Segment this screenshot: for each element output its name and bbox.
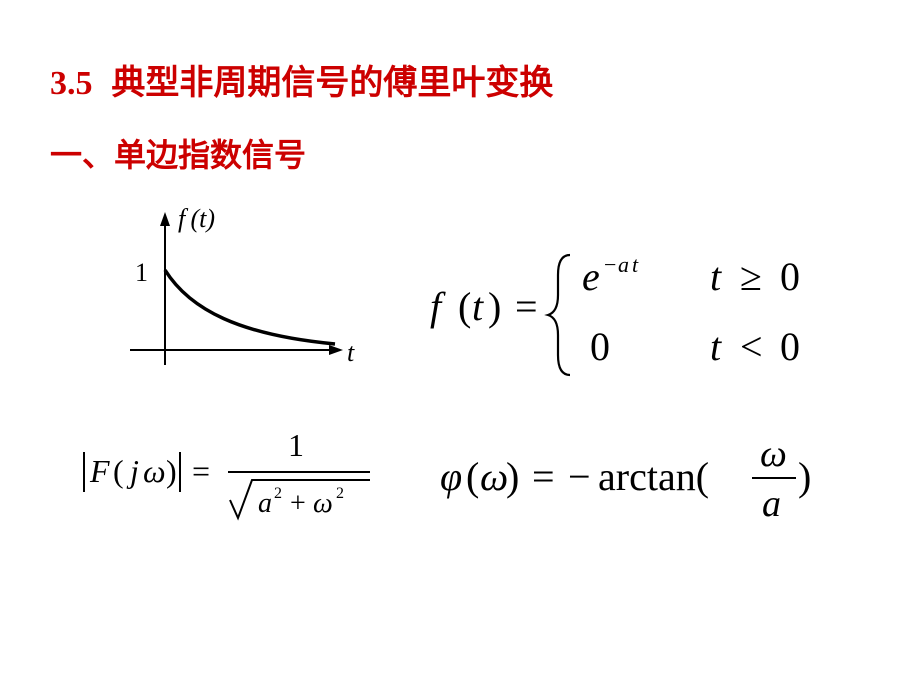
eq-phi: φ: [440, 454, 462, 499]
equation-definition: f ( t ) = e − a t t ≥ 0 0 t < 0: [430, 240, 870, 400]
section-title: 3.5 典型非周期信号的傅里叶变换: [50, 55, 553, 104]
section-number: 3.5: [50, 65, 93, 102]
equation-magnitude-svg: F ( j ω ) = 1 a 2 + ω 2: [80, 420, 380, 530]
eq-frac-a: a: [762, 483, 781, 525]
eq-t: t: [472, 284, 484, 329]
section-title-text: 典型非周期信号的傅里叶变换: [111, 64, 553, 102]
eq-equals: =: [515, 284, 538, 329]
eq-j: j: [126, 453, 139, 489]
eq-close-paren4: ): [798, 454, 811, 499]
y-axis-arrow-icon: [160, 212, 170, 226]
eq-minus: −: [568, 454, 591, 499]
eq-e: e: [582, 254, 600, 299]
eq-omega: ω: [143, 453, 166, 489]
eq-case2-expr: 0: [590, 324, 610, 369]
equation-magnitude: F ( j ω ) = 1 a 2 + ω 2: [80, 420, 380, 538]
eq-equals3: =: [532, 454, 555, 499]
eq-cond1-val: 0: [780, 254, 800, 299]
subsection-title: 一、单边指数信号: [50, 130, 306, 176]
decay-curve: [165, 270, 335, 344]
graph-x-label: t: [347, 338, 354, 368]
equation-phase: φ ( ω ) = − arctan( ω a ): [440, 430, 860, 540]
eq-cond1-rel: ≥: [740, 254, 762, 299]
eq-cond2-val: 0: [780, 324, 800, 369]
subsection-title-text: 一、单边指数信号: [50, 137, 306, 173]
eq-cond1-t: t: [710, 254, 722, 299]
equation-definition-svg: f ( t ) = e − a t t ≥ 0 0 t < 0: [430, 240, 870, 390]
eq-exp-minus: −: [604, 252, 616, 277]
eq-a: a: [258, 488, 272, 519]
eq-arctan: arctan(: [598, 454, 709, 499]
eq-open-paren: (: [458, 284, 471, 329]
eq-equals2: =: [192, 453, 210, 489]
eq-omega2: ω: [313, 488, 333, 519]
graph-y-label: f (t): [178, 204, 215, 234]
eq-frac-omega: ω: [760, 433, 787, 475]
exponential-decay-graph: [110, 200, 370, 380]
brace-icon: [548, 255, 570, 375]
eq-plus: +: [290, 488, 306, 519]
eq-close-paren2: ): [166, 453, 177, 489]
x-axis-arrow-icon: [329, 345, 343, 355]
eq-numerator: 1: [288, 427, 304, 463]
eq-cond2-t: t: [710, 324, 722, 369]
eq-omega-exp: 2: [336, 485, 344, 502]
eq-exp-a: a: [618, 252, 629, 277]
equation-phase-svg: φ ( ω ) = − arctan( ω a ): [440, 430, 860, 530]
slide: 3.5 典型非周期信号的傅里叶变换 一、单边指数信号 f (t) 1 t f (…: [0, 0, 920, 690]
eq-f: f: [430, 284, 446, 329]
eq-omega3: ω: [480, 454, 508, 499]
graph-y-tick-label: 1: [135, 258, 148, 288]
eq-exp-t: t: [632, 252, 639, 277]
eq-close-paren3: ): [506, 454, 519, 499]
eq-a-exp: 2: [274, 485, 282, 502]
eq-open-paren2: (: [113, 453, 124, 489]
eq-cond2-rel: <: [740, 324, 763, 369]
eq-F: F: [89, 453, 110, 489]
eq-open-paren3: (: [466, 454, 479, 499]
graph-svg: [110, 200, 370, 380]
eq-close-paren: ): [488, 284, 501, 329]
